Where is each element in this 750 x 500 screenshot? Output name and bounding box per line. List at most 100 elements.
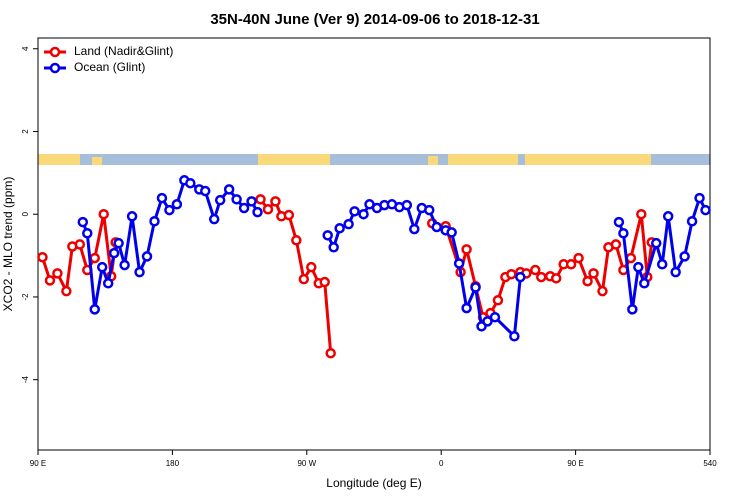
data-point [262,204,274,215]
data-point [431,221,442,233]
data-point [550,273,562,284]
x-tick-label: 180 [166,459,180,468]
data-point [453,258,465,269]
data-point [536,271,547,283]
data-point [424,204,435,216]
data-point [238,202,250,214]
data-point [636,208,647,220]
data-point [252,206,263,218]
data-point [530,264,541,276]
data-point [515,271,526,283]
data-point [492,295,504,306]
data-point [89,304,100,315]
y-tick-label: -4 [21,376,30,384]
data-point [670,266,681,278]
data-point [291,235,302,246]
data-point [283,209,295,221]
data-point [573,252,584,264]
chart-title: 35N-40N June (Ver 9) 2014-09-06 to 2018-… [210,11,539,28]
data-point [610,239,622,250]
data-point [656,259,668,270]
data-point [134,266,145,278]
data-point [461,244,472,255]
data-point [113,237,124,249]
data-point [77,216,89,228]
y-tick-label: -2 [21,293,30,301]
data-point [102,278,114,289]
data-point [149,215,160,227]
y-tick-label: 0 [21,211,30,216]
data-point [482,316,493,327]
x-tick-label: 540 [703,459,717,468]
data-point [334,223,345,234]
data-point [37,251,48,263]
y-tick-label: 2 [21,129,30,134]
data-point [89,252,100,264]
data-point [694,192,705,204]
data-point [98,208,109,220]
data-point [200,185,211,197]
data-point [409,223,420,235]
data-point [461,302,472,314]
data-point [298,273,310,285]
data-point [358,208,369,220]
data-point [328,242,339,253]
data-point [325,347,336,359]
data-point [446,227,457,238]
data-point [319,276,330,288]
x-tick-label: 0 [439,459,444,468]
data-point [246,196,257,207]
data-point [231,194,242,205]
data-point [214,194,226,206]
y-axis-label: XCO2 - MLO trend (ppm) [1,177,15,312]
data-point [119,259,130,271]
data-point [618,227,629,239]
data-point [506,268,517,280]
data-point [185,177,196,189]
data-point [82,227,93,239]
data-point [171,199,183,210]
data-point [255,194,266,205]
data-point [639,278,650,289]
x-tick-label: 90 W [297,459,316,468]
data-point [650,237,662,249]
data-point [223,184,235,195]
data-point [679,251,690,262]
data-point [349,206,360,217]
data-point [108,247,120,259]
legend: Land (Nadir&Glint) Ocean (Glint) [44,44,173,74]
data-point [74,239,86,250]
data-point [588,268,599,279]
legend-marker [49,62,61,74]
data-point [126,211,138,222]
data-point [582,275,593,287]
data-point [61,285,72,297]
data-point [141,251,153,262]
data-point [470,282,481,293]
data-point [662,211,674,222]
data-point [509,330,520,342]
legend-marker [49,46,61,58]
data-point [613,216,625,228]
data-point [489,311,501,323]
plot-frame [37,37,711,451]
data-point [565,259,577,270]
data-point [44,275,56,286]
data-point [686,215,698,227]
data-point [270,196,281,207]
data-point [700,204,711,216]
y-tick-label: 4 [21,46,30,51]
data-point [597,285,608,297]
data-point [306,261,317,273]
data-point [52,268,63,279]
data-point [164,204,175,216]
x-tick-label: 90 E [30,459,46,468]
data-point [401,199,413,211]
data-point [96,261,108,273]
legend-label: Ocean (Glint) [74,60,145,74]
land-ocean-band [38,154,710,165]
data-point [627,304,638,315]
x-tick-label: 90 E [567,459,583,468]
x-axis-label: Longitude (deg E) [326,476,421,490]
